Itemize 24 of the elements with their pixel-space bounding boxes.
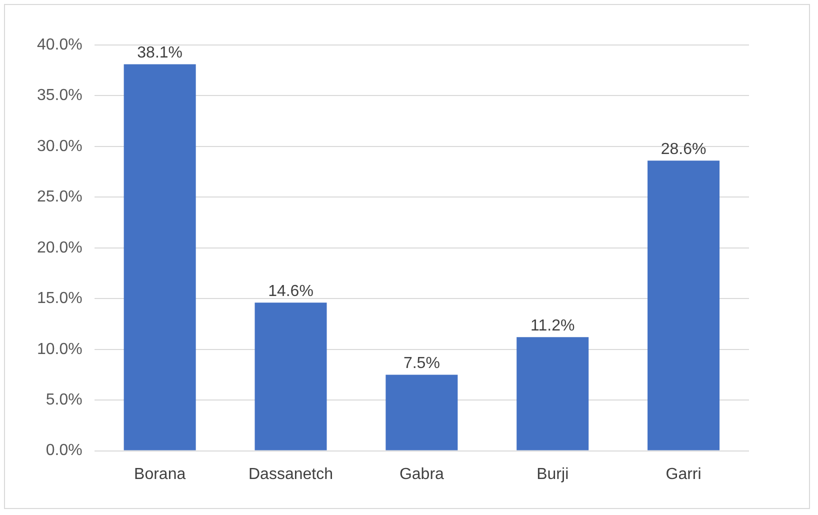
y-tick-label: 35.0% bbox=[36, 87, 82, 104]
y-tick-label: 25.0% bbox=[36, 188, 82, 206]
data-label: 7.5% bbox=[403, 355, 440, 372]
bar bbox=[124, 64, 196, 450]
y-tick-label: 5.0% bbox=[46, 391, 82, 408]
x-tick-label: Borana bbox=[134, 466, 186, 483]
data-label: 38.1% bbox=[137, 44, 183, 62]
y-tick-label: 20.0% bbox=[36, 239, 82, 256]
bar bbox=[648, 160, 720, 450]
x-tick-label: Dassanetch bbox=[248, 466, 334, 483]
y-tick-label: 15.0% bbox=[36, 290, 82, 308]
y-tick-label: 30.0% bbox=[36, 138, 82, 155]
bar bbox=[516, 337, 589, 450]
y-tick-label: 0.0% bbox=[46, 442, 82, 460]
y-tick-label: 40.0% bbox=[36, 36, 82, 54]
y-tick-label: 10.0% bbox=[36, 340, 82, 358]
x-tick-label: Garri bbox=[666, 466, 702, 483]
data-label: 11.2% bbox=[530, 318, 575, 335]
bar bbox=[254, 302, 327, 450]
x-tick-label: Gabra bbox=[399, 466, 444, 483]
data-label: 28.6% bbox=[660, 141, 706, 158]
bar bbox=[386, 374, 458, 450]
x-tick-label: Burji bbox=[536, 466, 569, 483]
data-label: 14.6% bbox=[268, 283, 314, 300]
